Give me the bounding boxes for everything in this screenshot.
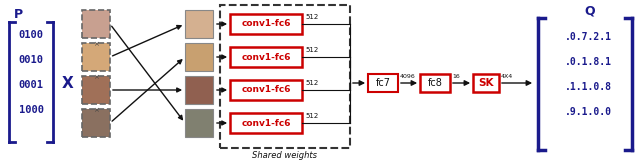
Text: 0001: 0001 (19, 80, 44, 90)
Bar (220, 5, 350, 148)
Text: 0100: 0100 (19, 30, 44, 40)
Bar (230, 80, 302, 100)
Bar (82, 76, 110, 104)
Text: conv1-fc6: conv1-fc6 (241, 85, 291, 94)
Text: 16: 16 (452, 75, 460, 80)
Text: ×: × (93, 107, 99, 113)
Text: 4X4: 4X4 (501, 75, 513, 80)
Text: conv1-fc6: conv1-fc6 (241, 52, 291, 61)
Text: fc7: fc7 (376, 78, 390, 88)
Text: conv1-fc6: conv1-fc6 (241, 19, 291, 29)
Text: fc8: fc8 (428, 78, 442, 88)
Text: SK: SK (478, 78, 493, 88)
Bar (185, 76, 213, 104)
Text: ×: × (93, 74, 99, 80)
Bar (420, 74, 450, 92)
Bar (82, 43, 110, 71)
Bar (82, 10, 110, 38)
Bar (185, 10, 213, 38)
Text: 512: 512 (305, 14, 318, 20)
Bar (230, 47, 302, 67)
Text: .1.1.0.8: .1.1.0.8 (564, 82, 611, 92)
Text: Shared weights: Shared weights (253, 151, 317, 160)
Text: Q: Q (585, 5, 595, 18)
Bar (473, 74, 499, 92)
Text: ×: × (93, 41, 99, 47)
Text: .0.1.8.1: .0.1.8.1 (564, 57, 611, 67)
Text: P: P (13, 8, 22, 21)
Bar (368, 74, 398, 92)
Bar (230, 14, 302, 34)
Text: 512: 512 (305, 47, 318, 53)
Text: 4096: 4096 (400, 75, 416, 80)
Text: conv1-fc6: conv1-fc6 (241, 119, 291, 127)
Bar (185, 43, 213, 71)
Bar (185, 109, 213, 137)
Text: 512: 512 (305, 113, 318, 119)
Text: 0010: 0010 (19, 55, 44, 65)
Text: 1000: 1000 (19, 105, 44, 115)
Bar (82, 109, 110, 137)
Text: X: X (62, 76, 74, 90)
Text: .0.7.2.1: .0.7.2.1 (564, 32, 611, 42)
Bar (230, 113, 302, 133)
Text: .9.1.0.0: .9.1.0.0 (564, 107, 611, 117)
Text: 512: 512 (305, 80, 318, 86)
